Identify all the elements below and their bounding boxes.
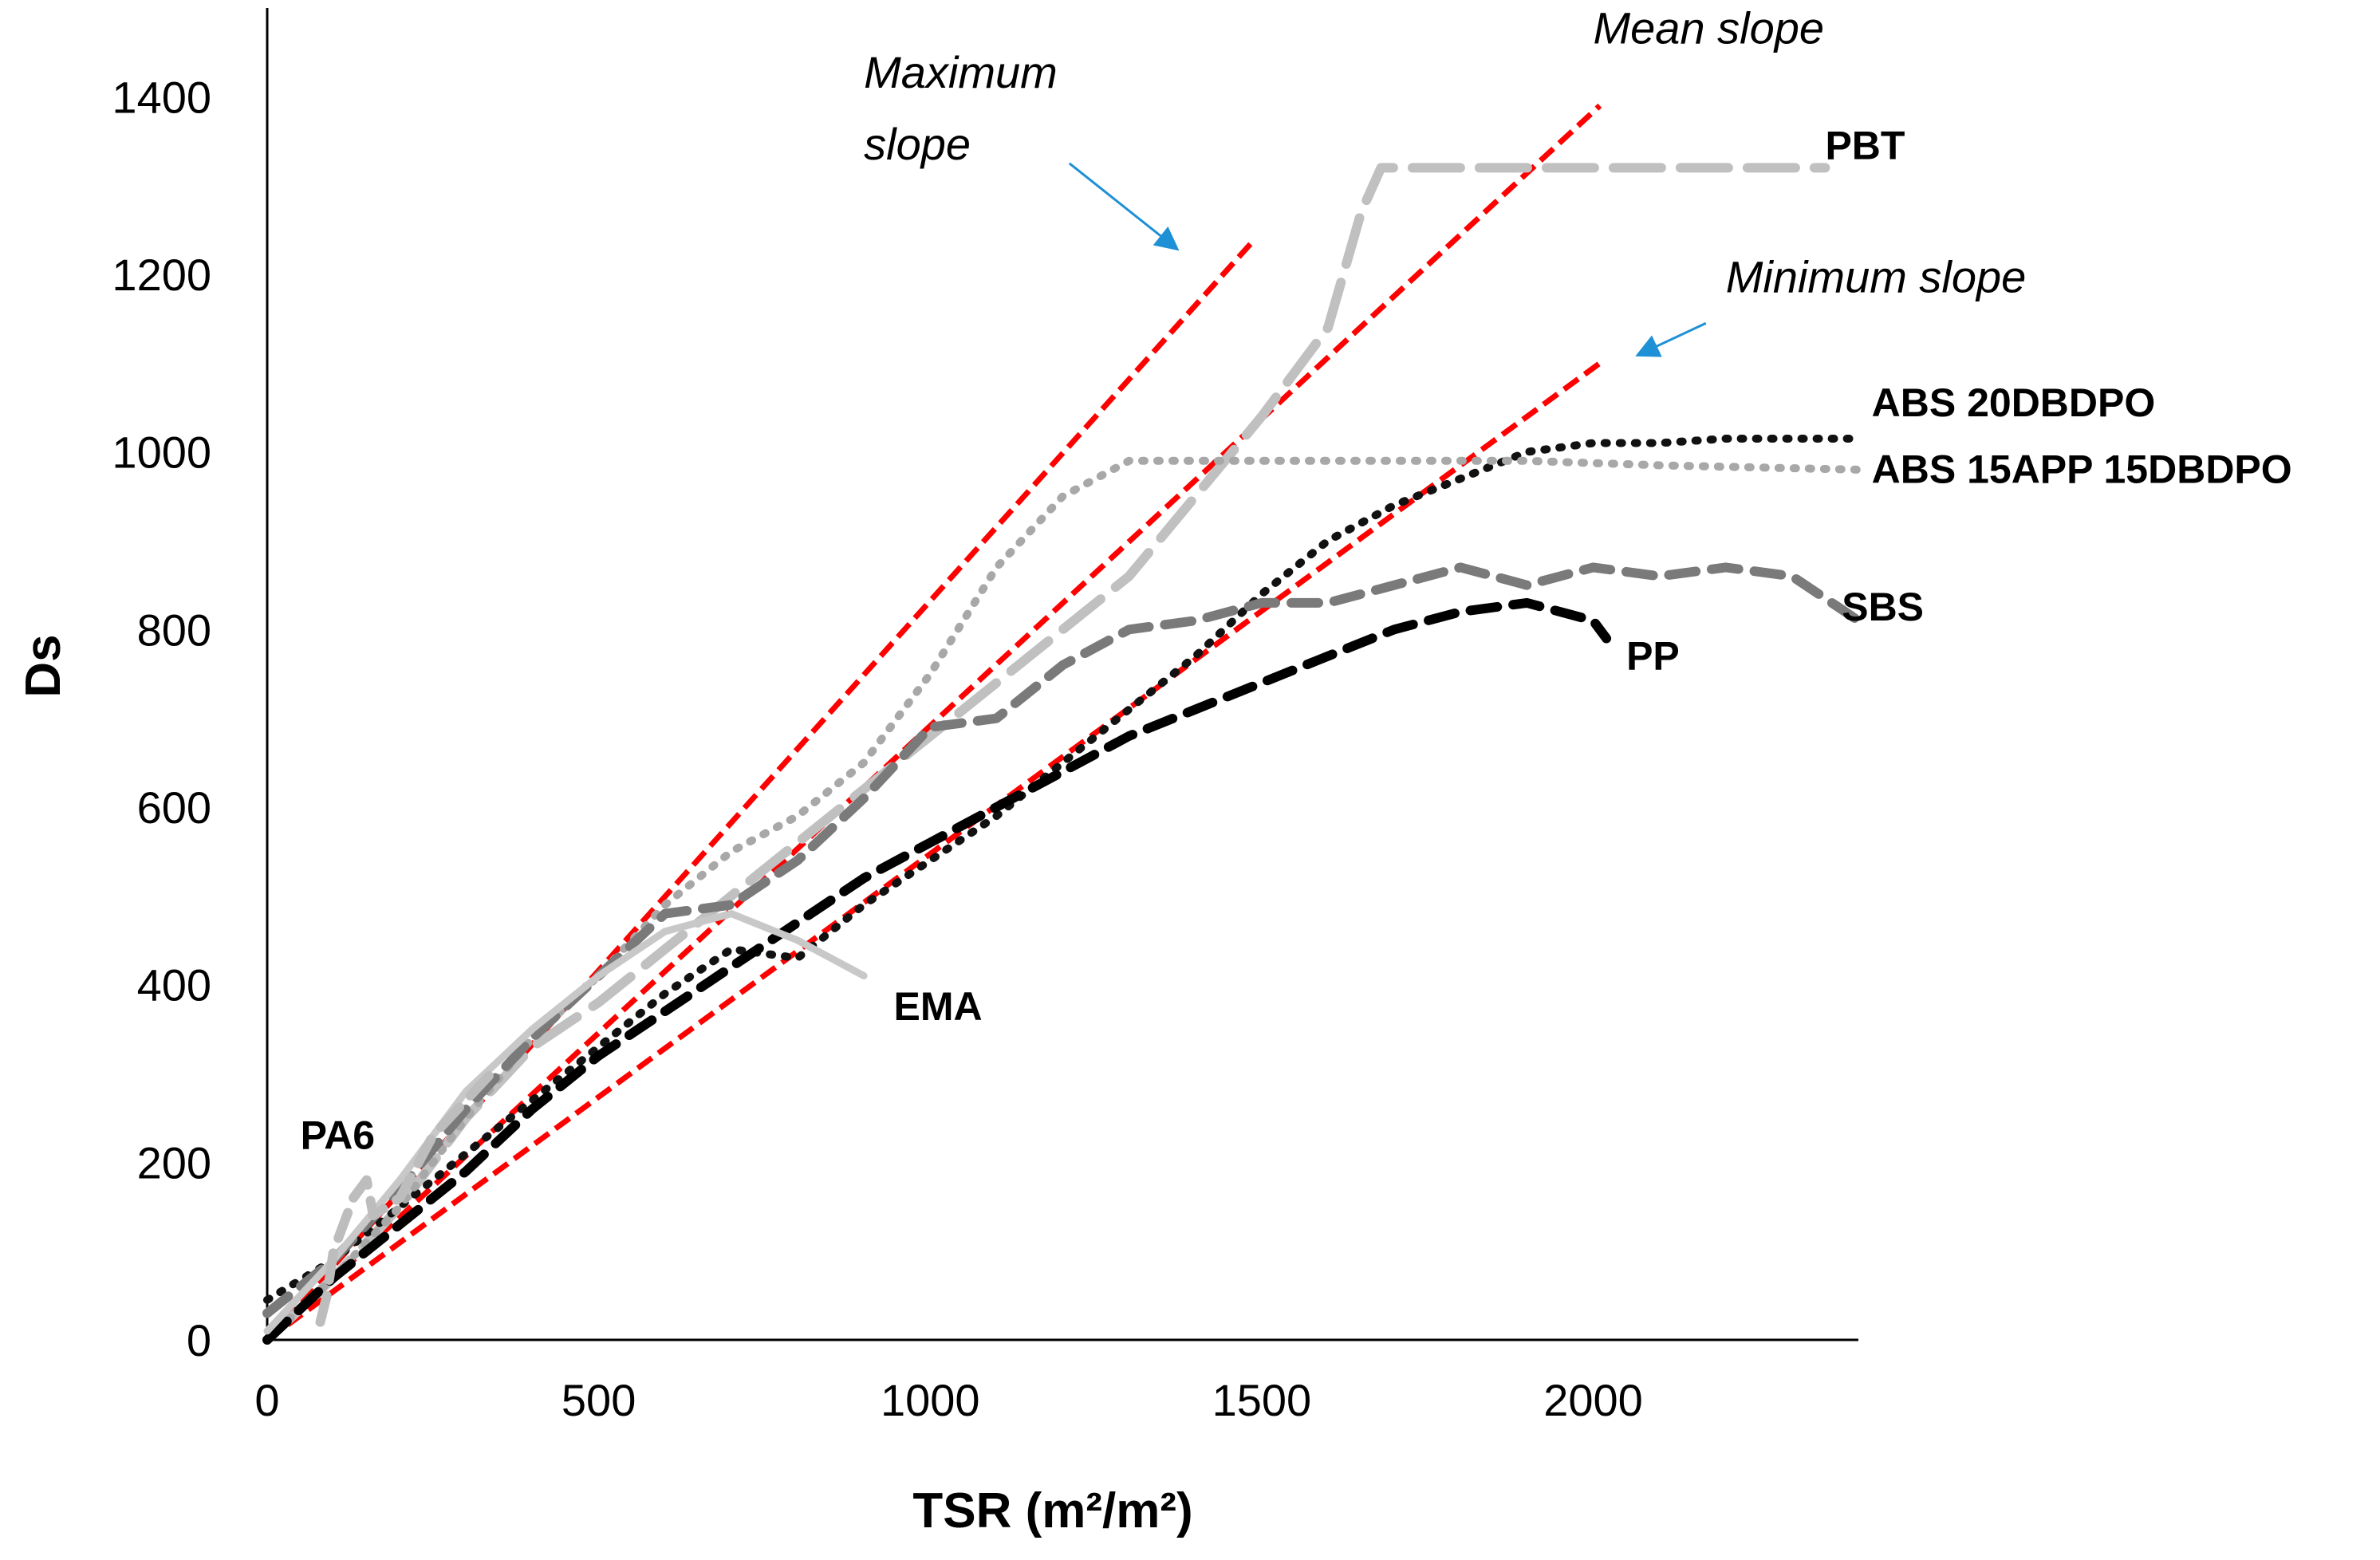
series-label: SBS — [1842, 585, 1924, 629]
y-tick-label: 1000 — [112, 427, 211, 478]
axes: 0 500 1000 1500 2000 0 200 400 600 800 1000 1200 140… — [112, 8, 1858, 1425]
series-line-pp — [262, 597, 1612, 1345]
series-line-abs-20dbdpo — [263, 435, 1862, 1304]
y-tick-label: 400 — [137, 960, 211, 1010]
x-tick-label: 0 — [254, 1375, 279, 1425]
x-tick-label: 500 — [562, 1375, 636, 1425]
annotation-arrow — [1635, 321, 1707, 357]
annotation-arrow — [1068, 162, 1180, 251]
y-tick-label: 600 — [137, 782, 211, 833]
series-label: PBT — [1825, 123, 1905, 167]
series-label: ABS 15APP 15DBDPO — [1872, 447, 2292, 492]
x-tick-label: 2000 — [1543, 1375, 1643, 1425]
series-line-ema — [263, 910, 868, 1335]
y-tick-label: 200 — [137, 1137, 211, 1188]
series-line-sbs — [262, 562, 1863, 1318]
reference-line-minimum-slope — [265, 360, 1602, 1342]
y-tick-label: 0 — [187, 1315, 211, 1365]
x-tick-label: 1500 — [1212, 1375, 1312, 1425]
y-tick-label: 1400 — [112, 72, 211, 122]
y-tick-label: 1200 — [112, 250, 211, 300]
series-label: EMA — [894, 984, 983, 1029]
annotation-label: Maximum slope — [864, 47, 1058, 169]
x-tick-label: 1000 — [881, 1375, 980, 1425]
series-label: ABS 20DBDPO — [1872, 380, 2156, 425]
annotation-label: Mean slope — [1594, 3, 1825, 53]
series-label: PP — [1626, 633, 1680, 678]
x-axis-title: TSR (m²/m²) — [912, 1483, 1192, 1538]
series-lines — [262, 163, 1863, 1345]
annotations: Maximum slope Mean slope Minimum slope — [864, 3, 2027, 357]
series-labels: PBT ABS 20DBDPO ABS 15APP 15DBDPO SBS PP EMA P… — [301, 123, 2292, 1157]
series-line-pbt — [262, 163, 1830, 1345]
annotation-label: Minimum slope — [1726, 251, 2027, 301]
y-tick-label: 800 — [137, 605, 211, 655]
y-axis-title: Ds — [16, 634, 71, 697]
series-label: PA6 — [301, 1113, 376, 1158]
series-line-pa6 — [315, 1059, 504, 1327]
series-line-abs-15app-15dbdpo — [263, 456, 1862, 1344]
